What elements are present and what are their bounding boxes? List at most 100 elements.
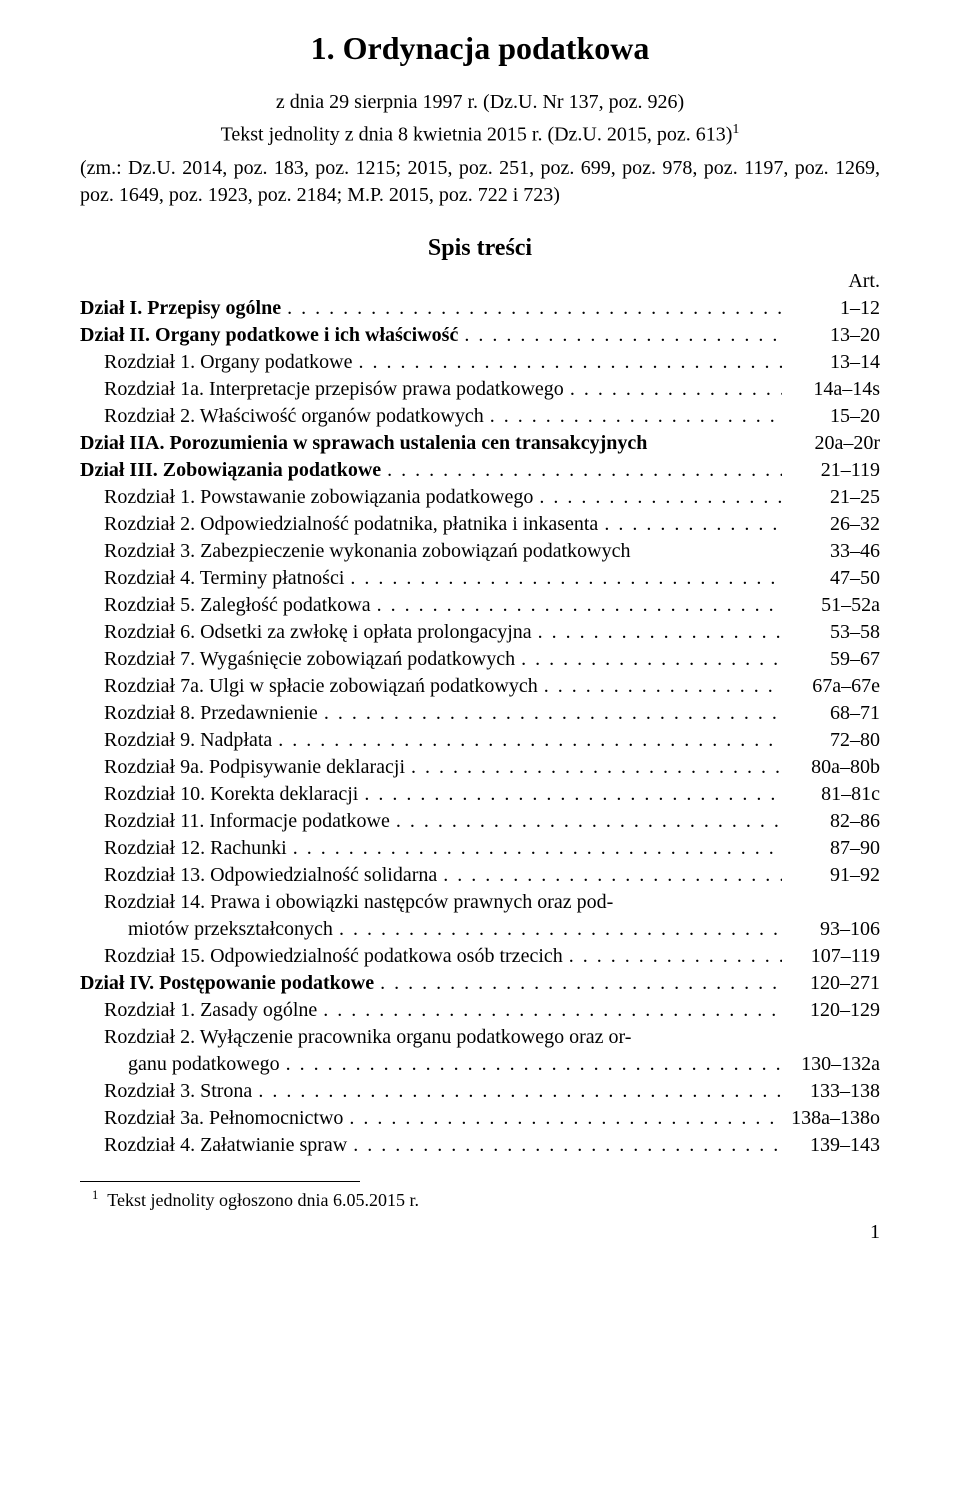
toc-page-range: 21–25 (788, 484, 880, 511)
toc-leader-dots (293, 835, 782, 862)
toc-page-range: 21–119 (788, 457, 880, 484)
toc-leader-dots (387, 457, 782, 484)
toc-leader-dots (287, 295, 782, 322)
toc-label: Rozdział 11. Informacje podatkowe (104, 808, 390, 835)
toc-entry: Rozdział 4. Załatwianie spraw 139–143 (80, 1132, 880, 1159)
toc-label: Rozdział 1. Zasady ogólne (104, 997, 317, 1024)
table-of-contents: Dział I. Przepisy ogólne1–12Dział II. Or… (80, 295, 880, 1159)
toc-entry: Rozdział 1a. Interpretacje przepisów pra… (80, 376, 880, 403)
toc-entry: Rozdział 2. Odpowiedzialność podatnika, … (80, 511, 880, 538)
toc-entry: Rozdział 3. Zabezpieczenie wykonania zob… (80, 538, 880, 565)
toc-leader-dots (538, 619, 782, 646)
toc-label: Dział I. Przepisy ogólne (80, 295, 281, 322)
toc-label: Rozdział 1a. Interpretacje przepisów pra… (104, 376, 564, 403)
toc-page-range: 20a–20r (788, 430, 880, 457)
toc-entry: Rozdział 5. Zaległość podatkowa 51–52a (80, 592, 880, 619)
toc-entry: Rozdział 4. Terminy płatności47–50 (80, 565, 880, 592)
toc-entry: Rozdział 7. Wygaśnięcie zobowiązań podat… (80, 646, 880, 673)
consolidated-text: Tekst jednolity z dnia 8 kwietnia 2015 r… (221, 124, 733, 146)
toc-leader-dots (544, 673, 782, 700)
page-title: 1. Ordynacja podatkowa (80, 30, 880, 67)
toc-label: Dział IIA. Porozumienia w sprawach ustal… (80, 430, 647, 457)
toc-page-range: 68–71 (788, 700, 880, 727)
toc-page-range: 53–58 (788, 619, 880, 646)
toc-page-range: 107–119 (788, 943, 880, 970)
footnote-rule (80, 1181, 360, 1182)
toc-page-range: 13–14 (788, 349, 880, 376)
toc-page-range: 138a–138o (788, 1105, 880, 1132)
toc-leader-dots (323, 997, 782, 1024)
toc-page-range: 133–138 (788, 1078, 880, 1105)
page-number: 1 (80, 1221, 880, 1244)
toc-entry: Rozdział 6. Odsetki za zwłokę i opłata p… (80, 619, 880, 646)
toc-leader-dots (443, 862, 782, 889)
toc-entry: Rozdział 12. Rachunki 87–90 (80, 835, 880, 862)
toc-label: Rozdział 10. Korekta deklaracji (104, 781, 358, 808)
toc-entry: Rozdział 3a. Pełnomocnictwo 138a–138o (80, 1105, 880, 1132)
toc-page-range: 26–32 (788, 511, 880, 538)
toc-label: Rozdział 13. Odpowiedzialność solidarna (104, 862, 437, 889)
toc-leader-dots (358, 349, 782, 376)
toc-entry: Dział I. Przepisy ogólne 1–12 (80, 295, 880, 322)
footnote-number: 1 (92, 1188, 98, 1202)
toc-page-range: 51–52a (788, 592, 880, 619)
footnote-ref: 1 (732, 122, 739, 137)
toc-entry: Dział III. Zobowiązania podatkowe21–119 (80, 457, 880, 484)
toc-leader-dots (396, 808, 782, 835)
toc-page-range: 72–80 (788, 727, 880, 754)
toc-label: Rozdział 5. Zaległość podatkowa (104, 592, 371, 619)
toc-page-range: 15–20 (788, 403, 880, 430)
toc-page-range: 59–67 (788, 646, 880, 673)
toc-page-range: 13–20 (788, 322, 880, 349)
toc-leader-dots (258, 1078, 782, 1105)
footnote-text: Tekst jednolity ogłoszono dnia 6.05.2015… (107, 1190, 419, 1210)
toc-leader-dots (464, 322, 782, 349)
toc-entry: Dział IV. Postępowanie podatkowe120–271 (80, 970, 880, 997)
toc-leader-dots (380, 970, 782, 997)
toc-entry: Rozdział 13. Odpowiedzialność solidarna 9… (80, 862, 880, 889)
toc-label: Rozdział 9. Nadpłata (104, 727, 272, 754)
toc-entry: Rozdział 10. Korekta deklaracji81–81c (80, 781, 880, 808)
toc-page-range: 139–143 (788, 1132, 880, 1159)
toc-label: Rozdział 6. Odsetki za zwłokę i opłata p… (104, 619, 532, 646)
toc-page-range: 93–106 (788, 916, 880, 943)
toc-entry: Rozdział 9a. Podpisywanie deklaracji80a–… (80, 754, 880, 781)
toc-leader-dots (364, 781, 782, 808)
toc-entry: Rozdział 7a. Ulgi w spłacie zobowiązań p… (80, 673, 880, 700)
toc-entry: Rozdział 1. Organy podatkowe 13–14 (80, 349, 880, 376)
toc-page-range: 87–90 (788, 835, 880, 862)
toc-leader-dots (539, 484, 782, 511)
toc-label: Rozdział 3a. Pełnomocnictwo (104, 1105, 343, 1132)
toc-entry: Rozdział 15. Odpowiedzialność podatkowa … (80, 943, 880, 970)
toc-leader-dots (521, 646, 782, 673)
toc-leader-dots (286, 1051, 782, 1078)
toc-entry: Rozdział 11. Informacje podatkowe82–86 (80, 808, 880, 835)
toc-leader-dots (377, 592, 782, 619)
toc-leader-dots (349, 1105, 782, 1132)
toc-leader-dots (353, 1132, 782, 1159)
consolidated-text-line: Tekst jednolity z dnia 8 kwietnia 2015 r… (80, 122, 880, 147)
toc-label: Rozdział 12. Rachunki (104, 835, 287, 862)
toc-page-range: 1–12 (788, 295, 880, 322)
toc-entry: Rozdział 2. Wyłączenie pracownika organu… (80, 1024, 880, 1051)
toc-page-range: 120–129 (788, 997, 880, 1024)
toc-page-range: 47–50 (788, 565, 880, 592)
toc-leader-dots (604, 511, 782, 538)
page-container: 1. Ordynacja podatkowa z dnia 29 sierpni… (0, 0, 960, 1274)
toc-leader-dots (490, 403, 782, 430)
toc-leader-dots (569, 943, 782, 970)
toc-entry: Rozdział 1. Powstawanie zobowiązania pod… (80, 484, 880, 511)
toc-entry: Rozdział 2. Właściwość organów podatkowy… (80, 403, 880, 430)
toc-label: Rozdział 2. Odpowiedzialność podatnika, … (104, 511, 598, 538)
toc-page-range: 91–92 (788, 862, 880, 889)
toc-page-range: 120–271 (788, 970, 880, 997)
toc-leader-dots (278, 727, 782, 754)
toc-page-range: 80a–80b (788, 754, 880, 781)
toc-label: Rozdział 4. Załatwianie spraw (104, 1132, 347, 1159)
toc-label: Rozdział 1. Organy podatkowe (104, 349, 352, 376)
toc-leader-dots (570, 376, 782, 403)
toc-leader-dots (324, 700, 782, 727)
subtitle-date: z dnia 29 sierpnia 1997 r. (Dz.U. Nr 137… (80, 91, 880, 114)
toc-entry: Rozdział 8. Przedawnienie68–71 (80, 700, 880, 727)
toc-leader-dots (339, 916, 782, 943)
